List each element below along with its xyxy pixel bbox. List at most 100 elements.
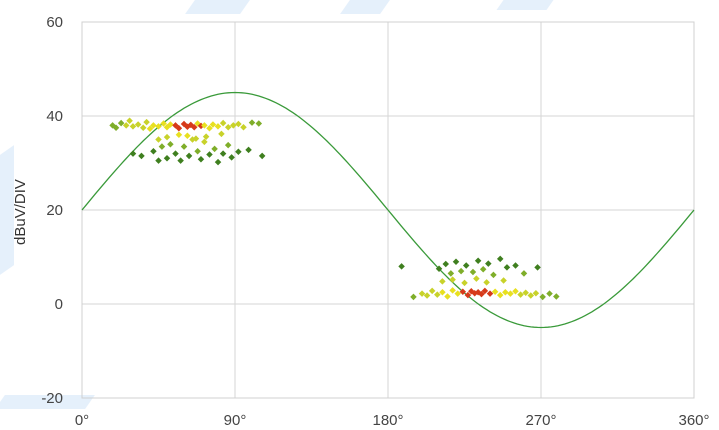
data-points — [109, 117, 560, 301]
data-point — [444, 293, 451, 300]
data-point — [486, 290, 494, 297]
data-point — [126, 117, 133, 124]
data-point — [423, 292, 431, 299]
sine-curve-line — [81, 91, 695, 329]
data-point — [201, 122, 208, 129]
data-point — [439, 289, 446, 296]
data-point — [175, 131, 183, 139]
y-tick-label: 40 — [46, 108, 63, 125]
data-point — [206, 124, 213, 132]
data-point — [230, 122, 237, 129]
data-point — [434, 291, 441, 298]
data-point — [496, 255, 504, 263]
data-point — [485, 260, 492, 267]
data-point — [224, 141, 232, 149]
y-tick-label: 20 — [46, 202, 63, 219]
data-point — [449, 276, 456, 283]
data-point — [146, 125, 154, 132]
data-point — [478, 290, 485, 298]
data-point — [527, 292, 535, 299]
data-point — [214, 158, 222, 166]
data-point — [158, 143, 166, 150]
data-point — [201, 138, 208, 146]
data-point — [418, 290, 426, 297]
data-point — [129, 150, 137, 157]
data-point — [180, 143, 188, 150]
data-point — [469, 268, 477, 276]
data-point — [464, 291, 472, 299]
data-point — [139, 124, 147, 132]
data-point — [474, 257, 482, 265]
data-point — [462, 262, 470, 269]
data-point — [240, 124, 247, 131]
data-point — [449, 287, 456, 294]
y-tick-label: -20 — [41, 390, 63, 407]
x-tick-label: 360° — [678, 412, 709, 429]
data-point — [496, 291, 504, 299]
data-point — [177, 157, 184, 164]
data-point — [503, 264, 511, 271]
data-point — [160, 120, 167, 127]
data-point — [522, 289, 529, 296]
data-point — [507, 290, 514, 297]
data-point — [248, 119, 256, 126]
data-point — [546, 290, 553, 297]
data-point — [398, 263, 405, 270]
data-point — [481, 287, 489, 295]
data-point — [190, 124, 198, 131]
data-point — [143, 118, 150, 126]
y-tick-label: 60 — [46, 14, 63, 31]
data-point — [163, 155, 171, 162]
data-point — [185, 152, 193, 160]
x-axis-ticks: 0° 90° 180° 270° 360° — [75, 412, 710, 429]
data-point — [439, 278, 446, 285]
data-point — [502, 289, 509, 296]
data-point — [218, 130, 225, 138]
data-point — [202, 133, 210, 140]
data-point — [461, 279, 468, 287]
x-tick-label: 180° — [372, 412, 403, 429]
data-point — [155, 136, 162, 143]
data-point — [211, 145, 218, 153]
data-point — [228, 154, 235, 161]
x-tick-label: 270° — [525, 412, 556, 429]
data-point — [172, 150, 179, 157]
data-point — [258, 152, 266, 160]
data-point — [206, 151, 213, 158]
data-point — [473, 275, 480, 282]
data-point — [491, 288, 499, 296]
data-point — [194, 148, 201, 155]
y-tick-label: 0 — [55, 296, 63, 313]
y-axis-label: dBuV/DIV — [12, 179, 29, 245]
data-point — [224, 124, 232, 131]
data-point — [197, 155, 205, 163]
data-point — [235, 148, 242, 155]
data-point — [209, 121, 217, 128]
reference-sine-curve — [81, 91, 695, 329]
data-point — [155, 157, 162, 164]
data-point — [553, 293, 560, 300]
data-point — [255, 120, 263, 127]
data-point — [459, 288, 467, 296]
data-point — [500, 277, 507, 284]
data-point — [192, 135, 200, 142]
data-point — [175, 124, 183, 132]
data-point — [134, 121, 142, 128]
data-point — [532, 289, 540, 297]
data-point — [167, 140, 174, 148]
data-point — [150, 122, 157, 129]
data-point — [517, 291, 524, 298]
data-point — [410, 293, 417, 301]
data-point — [452, 258, 460, 265]
data-point — [167, 121, 174, 128]
data-point — [122, 122, 130, 129]
data-point — [117, 119, 125, 127]
data-point — [428, 287, 436, 295]
data-point — [447, 270, 455, 277]
data-point — [435, 265, 443, 273]
data-point — [512, 262, 519, 269]
data-point — [483, 279, 490, 286]
data-point — [219, 150, 227, 157]
data-point — [457, 267, 465, 275]
